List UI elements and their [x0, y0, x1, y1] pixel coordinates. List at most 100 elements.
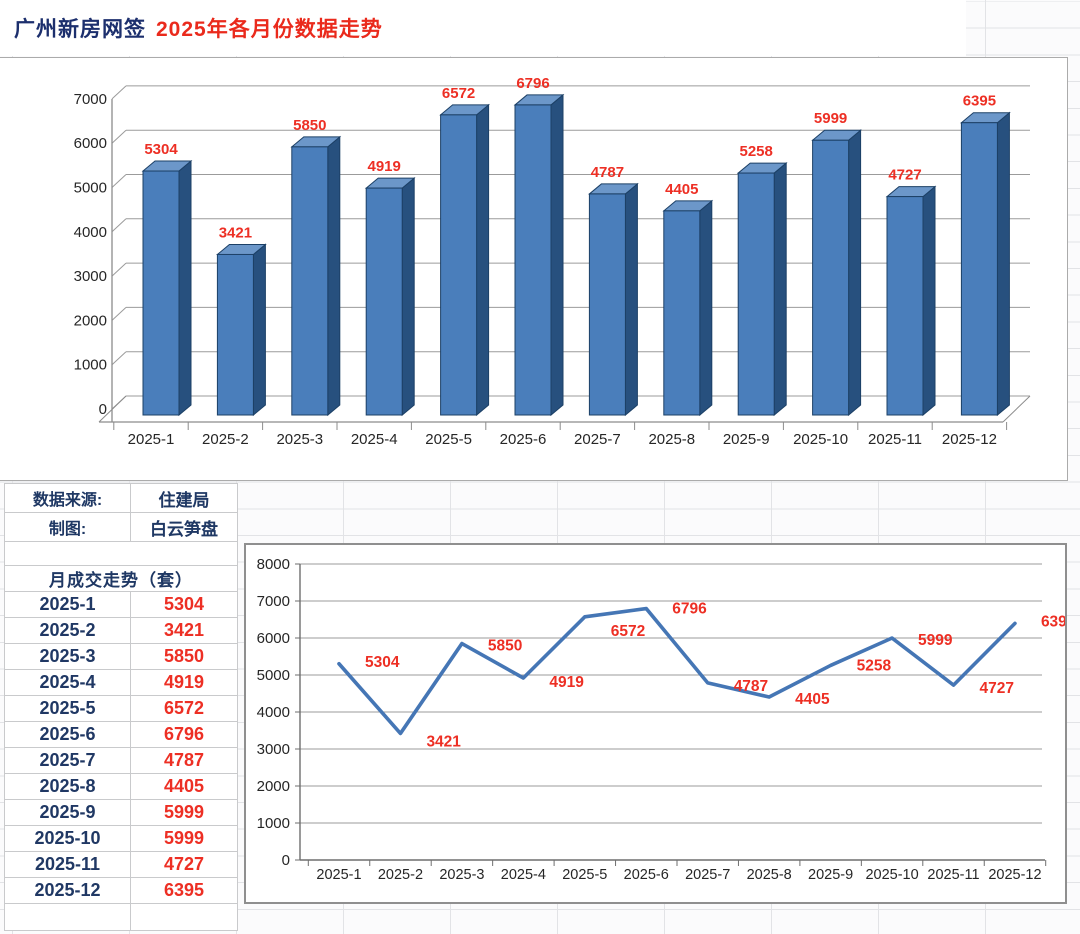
info-value-cell[interactable]: 白云笋盘: [130, 512, 238, 542]
info-label-cell[interactable]: 数据来源:: [4, 483, 131, 513]
y-axis-tick-label: 3000: [74, 268, 107, 285]
value-cell[interactable]: 6395: [130, 877, 238, 904]
gridline-connector: [111, 174, 127, 188]
bar-front-face: [142, 170, 180, 416]
line-data-label: 4919: [549, 674, 584, 691]
bar-chart[interactable]: 0 1000 2000 3000 4000 5000 6000 7000 2025-1 2025-…: [0, 57, 1068, 481]
y-axis-tick-label: 4000: [257, 704, 290, 721]
x-axis-tick-label: 2025-1: [128, 431, 175, 448]
x-axis-tick-label: 2025-11: [927, 867, 979, 883]
value-cell[interactable]: 6572: [130, 695, 238, 722]
bar-front-face: [440, 114, 478, 416]
floor-left-edge: [98, 395, 127, 423]
month-cell[interactable]: 2025-5: [4, 695, 131, 722]
y-axis-tick-label: 2000: [74, 312, 107, 329]
line-data-label: 4787: [734, 678, 768, 695]
value-cell[interactable]: 6796: [130, 721, 238, 748]
bar-2025-9[interactable]: [736, 162, 788, 417]
y-axis-tick-label: 7000: [257, 593, 290, 610]
value-cell[interactable]: 4727: [130, 851, 238, 878]
bar-front-face: [886, 196, 924, 416]
month-cell[interactable]: 2025-2: [4, 617, 131, 644]
gridline-connector: [111, 85, 127, 100]
month-cell[interactable]: 2025-7: [4, 747, 131, 774]
floor-right-edge: [1002, 395, 1031, 423]
page-title-main: 2025年各月份数据走势: [156, 18, 383, 41]
line-data-label: 4405: [795, 691, 830, 708]
month-cell[interactable]: 2025-6: [4, 721, 131, 748]
bar-2025-11[interactable]: [885, 185, 937, 417]
empty-cell[interactable]: [4, 541, 238, 566]
x-axis-tick-label: 2025-10: [793, 431, 848, 448]
bar-data-label: 4727: [888, 167, 921, 184]
bar-2025-5[interactable]: [439, 103, 490, 417]
month-cell[interactable]: 2025-11: [4, 851, 131, 878]
line-data-label: 6572: [611, 623, 645, 640]
x-axis-tick-label: 2025-7: [685, 867, 730, 883]
month-cell[interactable]: 2025-12: [4, 877, 131, 904]
bar-2025-4[interactable]: [364, 177, 416, 417]
bar-2025-6[interactable]: [513, 93, 565, 417]
info-label-cell[interactable]: 制图:: [4, 512, 131, 542]
month-cell[interactable]: 2025-1: [4, 591, 131, 618]
x-axis-tick-label: 2025-5: [562, 867, 607, 883]
bar-2025-2[interactable]: [216, 243, 267, 417]
bar-chart-svg: 0 1000 2000 3000 4000 5000 6000 7000 2025-1 2025-…: [74, 75, 1031, 448]
x-axis-tick-label: 2025-12: [942, 431, 997, 448]
bar-2025-7[interactable]: [588, 182, 639, 417]
bar-2025-10[interactable]: [811, 129, 862, 417]
y-axis-tick-label: 3000: [257, 741, 290, 758]
x-axis-tick-label: 2025-2: [202, 431, 249, 448]
line-data-label: 5999: [918, 632, 953, 649]
month-cell[interactable]: 2025-3: [4, 643, 131, 670]
bar-data-label: 5999: [814, 110, 847, 127]
x-axis-tick-label: 2025-9: [808, 867, 853, 883]
value-cell[interactable]: 4405: [130, 773, 238, 800]
y-axis-tick-label: 8000: [257, 556, 290, 573]
bar-2025-1[interactable]: [141, 159, 193, 417]
bar-side-face: [327, 135, 341, 417]
x-axis-tick-label: 2025-9: [723, 431, 770, 448]
bar-side-face: [401, 177, 415, 417]
y-axis-tick-label: 7000: [74, 91, 107, 108]
bar-2025-8[interactable]: [662, 199, 714, 417]
bar-data-label: 3421: [219, 224, 252, 241]
x-axis-tick-label: 2025-7: [574, 431, 621, 448]
bar-side-face: [178, 159, 192, 417]
empty-cell[interactable]: [130, 903, 238, 931]
bar-2025-3[interactable]: [290, 135, 342, 417]
bar-side-face: [699, 199, 713, 417]
gridline-connector: [111, 218, 127, 233]
info-value-cell[interactable]: 住建局: [130, 483, 238, 513]
value-cell[interactable]: 5304: [130, 591, 238, 618]
value-cell[interactable]: 5999: [130, 799, 238, 826]
y-axis-tick-label: 4000: [74, 224, 107, 241]
x-axis-tick-label: 2025-12: [988, 867, 1041, 883]
bar-side-face: [476, 103, 490, 417]
value-cell[interactable]: 4787: [130, 747, 238, 774]
bar-data-label: 5304: [144, 141, 178, 158]
empty-cell[interactable]: [4, 903, 131, 931]
month-cell[interactable]: 2025-8: [4, 773, 131, 800]
bar-side-face: [624, 182, 638, 417]
x-axis-tick-label: 2025-4: [351, 431, 398, 448]
table-header-cell[interactable]: 月成交走势（套）: [4, 565, 238, 592]
value-cell[interactable]: 4919: [130, 669, 238, 696]
bar-side-face: [996, 111, 1010, 417]
line-data-label: 6796: [672, 601, 707, 618]
bar-front-face: [812, 139, 850, 416]
line-chart[interactable]: 0 1000 2000 3000 4000 5000 6000 7000 8000 2025-1 2…: [244, 543, 1067, 904]
x-axis-tick-label: 2025-8: [747, 867, 792, 883]
gridline-connector: [111, 307, 127, 321]
value-cell[interactable]: 5999: [130, 825, 238, 852]
bar-data-label: 4787: [591, 164, 624, 181]
y-axis-tick-label: 2000: [257, 778, 290, 795]
bar-front-face: [216, 253, 254, 416]
bar-2025-12[interactable]: [960, 111, 1011, 417]
month-cell[interactable]: 2025-4: [4, 669, 131, 696]
value-cell[interactable]: 3421: [130, 617, 238, 644]
x-axis-tick-label: 2025-4: [501, 867, 546, 883]
month-cell[interactable]: 2025-10: [4, 825, 131, 852]
value-cell[interactable]: 5850: [130, 643, 238, 670]
month-cell[interactable]: 2025-9: [4, 799, 131, 826]
